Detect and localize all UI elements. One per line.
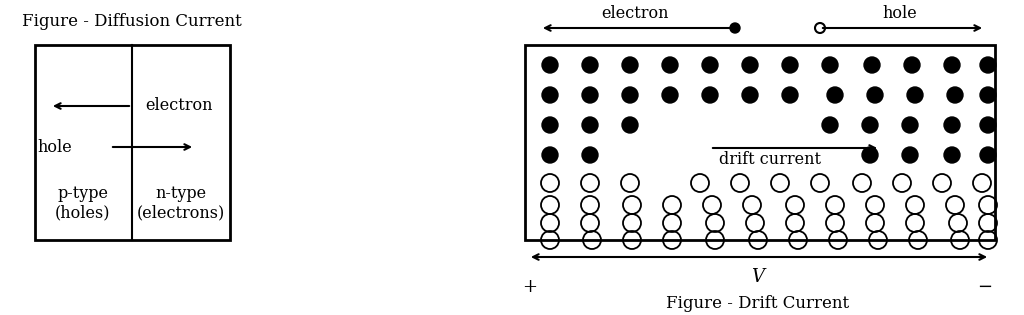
Circle shape xyxy=(622,117,638,133)
Circle shape xyxy=(742,57,758,73)
Circle shape xyxy=(542,57,558,73)
Circle shape xyxy=(742,87,758,103)
Circle shape xyxy=(702,87,718,103)
Circle shape xyxy=(662,87,678,103)
Circle shape xyxy=(864,57,880,73)
Text: drift current: drift current xyxy=(719,151,821,168)
Text: p-type
(holes): p-type (holes) xyxy=(55,185,111,221)
Circle shape xyxy=(542,87,558,103)
Circle shape xyxy=(582,57,598,73)
Circle shape xyxy=(827,87,843,103)
Circle shape xyxy=(582,87,598,103)
Circle shape xyxy=(542,147,558,163)
Circle shape xyxy=(702,57,718,73)
Text: Figure - Diffusion Current: Figure - Diffusion Current xyxy=(23,14,242,31)
Text: Figure - Drift Current: Figure - Drift Current xyxy=(667,295,850,312)
Circle shape xyxy=(944,147,961,163)
Text: −: − xyxy=(978,278,992,296)
Circle shape xyxy=(867,87,883,103)
Bar xyxy=(35,45,230,240)
Circle shape xyxy=(907,87,923,103)
Circle shape xyxy=(622,57,638,73)
Circle shape xyxy=(622,87,638,103)
Text: hole: hole xyxy=(37,139,72,156)
Circle shape xyxy=(822,57,838,73)
Circle shape xyxy=(582,117,598,133)
Circle shape xyxy=(947,87,963,103)
Circle shape xyxy=(904,57,920,73)
Circle shape xyxy=(980,117,996,133)
Circle shape xyxy=(730,23,740,33)
Text: +: + xyxy=(522,278,538,296)
Text: hole: hole xyxy=(883,5,918,22)
Circle shape xyxy=(662,57,678,73)
Text: V: V xyxy=(752,268,765,286)
Circle shape xyxy=(782,57,798,73)
Text: electron: electron xyxy=(145,98,213,114)
Circle shape xyxy=(980,87,996,103)
Circle shape xyxy=(980,57,996,73)
Circle shape xyxy=(782,87,798,103)
Circle shape xyxy=(944,57,961,73)
Circle shape xyxy=(862,147,878,163)
Circle shape xyxy=(582,147,598,163)
Bar xyxy=(525,45,995,240)
Circle shape xyxy=(902,147,918,163)
Circle shape xyxy=(822,117,838,133)
Circle shape xyxy=(980,147,996,163)
Circle shape xyxy=(902,117,918,133)
Circle shape xyxy=(542,117,558,133)
Text: electron: electron xyxy=(601,5,669,22)
Circle shape xyxy=(862,117,878,133)
Circle shape xyxy=(944,117,961,133)
Text: n-type
(electrons): n-type (electrons) xyxy=(137,185,225,221)
